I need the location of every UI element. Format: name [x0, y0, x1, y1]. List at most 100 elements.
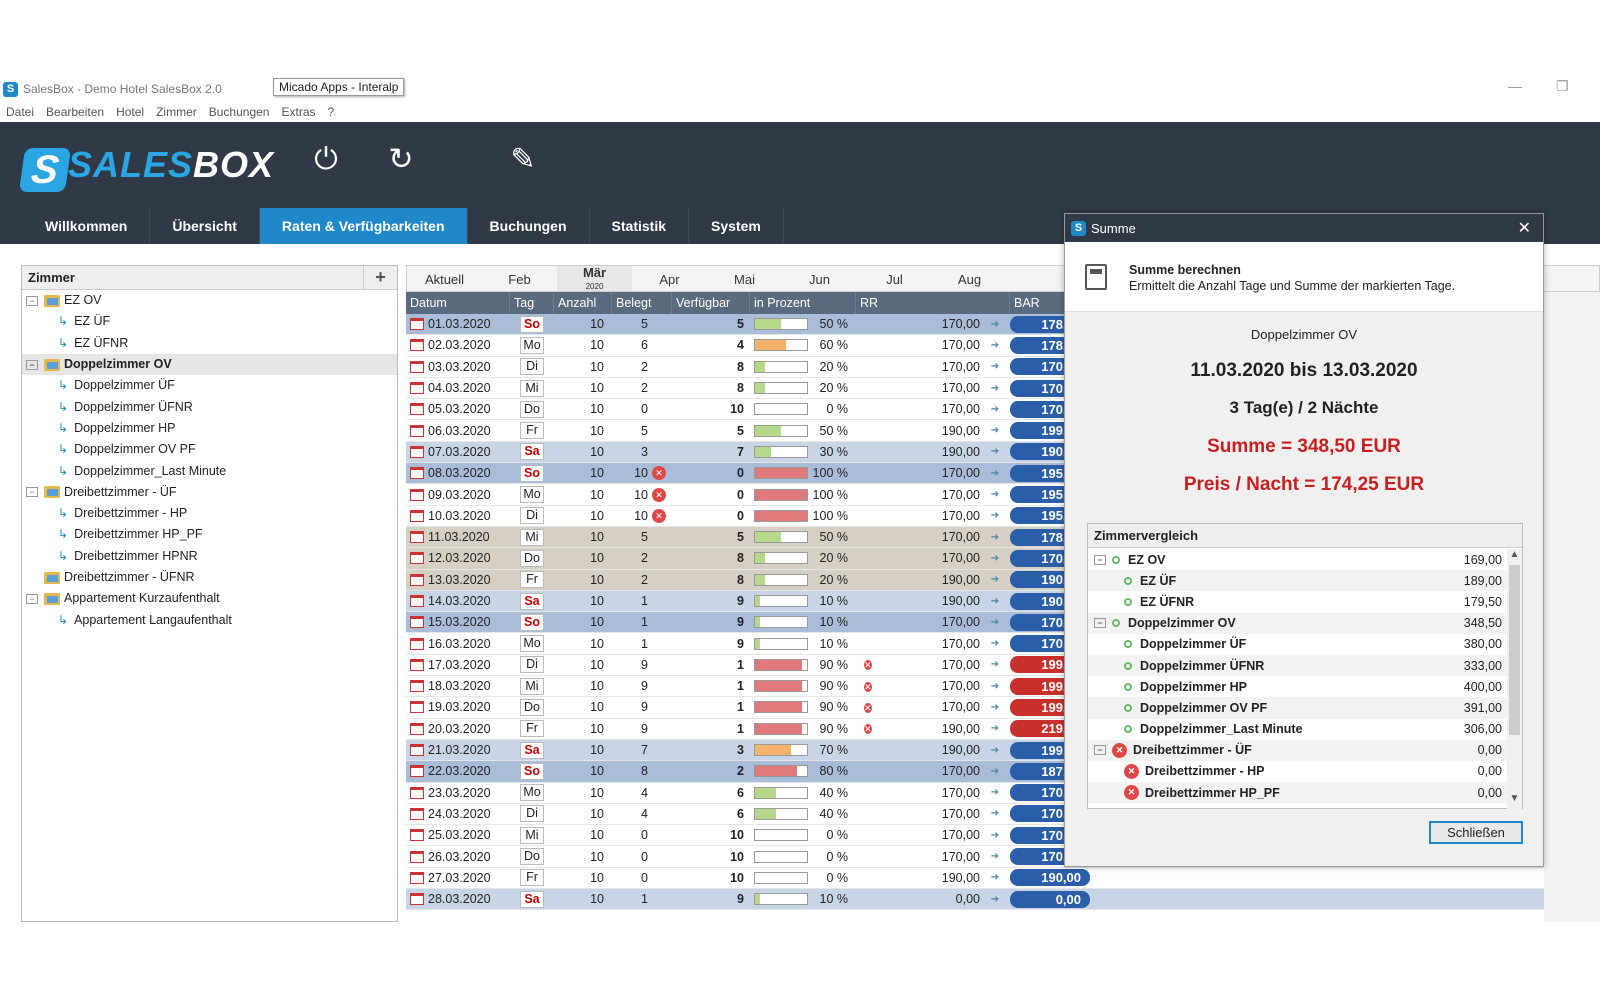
table-row[interactable]: 28.03.2020 Sa 10 1 9 10 % 0,00 ➔ 0,00: [406, 889, 1600, 911]
available-cell[interactable]: 9: [737, 892, 744, 907]
comparison-row[interactable]: Doppelzimmer_Last Minute 306,00: [1088, 719, 1508, 740]
table-row[interactable]: 20.03.2020 Fr 10 9 1 90 % ✕ 190,00 ➔ 219,00: [406, 719, 1600, 740]
tree-item[interactable]: ↳ Doppelzimmer OV PF: [22, 439, 397, 460]
nav-tab[interactable]: System: [689, 208, 784, 244]
available-cell[interactable]: 9: [737, 615, 744, 630]
available-cell[interactable]: 1: [737, 721, 744, 736]
tree-item[interactable]: − Dreibettzimmer - ÜF: [22, 482, 397, 503]
table-row[interactable]: 05.03.2020 Do 10 0 10 0 % 170,00 ➔ 170,00: [406, 399, 1600, 421]
tree-item[interactable]: ↳ Appartement Langaufenthalt: [22, 609, 397, 630]
restriction-cell[interactable]: ✕: [856, 700, 940, 715]
comparison-row[interactable]: ✕ Dreibettzimmer - HP 0,00: [1088, 761, 1508, 782]
menu-item[interactable]: Buchungen: [208, 105, 270, 119]
table-row[interactable]: 23.03.2020 Mo 10 4 6 40 % 170,00 ➔ 170,00: [406, 783, 1600, 804]
tree-item[interactable]: − Doppelzimmer OV: [22, 353, 397, 376]
bar-price-cell[interactable]: 190,00: [1010, 869, 1092, 887]
month-tab[interactable]: Mai: [707, 266, 782, 291]
available-cell[interactable]: 1: [737, 700, 744, 715]
available-cell[interactable]: 5: [737, 530, 744, 545]
comparison-row[interactable]: EZ ÜF 189,00: [1088, 570, 1508, 592]
close-button[interactable]: Schließen: [1429, 821, 1523, 844]
rr-price-cell[interactable]: 190,00: [941, 444, 980, 459]
rr-price-cell[interactable]: 170,00: [941, 657, 980, 672]
column-header[interactable]: Anzahl: [554, 292, 612, 314]
rr-price-cell[interactable]: 170,00: [941, 828, 980, 843]
rr-price-cell[interactable]: 170,00: [941, 530, 980, 545]
available-cell[interactable]: 10: [730, 828, 744, 843]
tree-item[interactable]: ↳ EZ ÜF: [22, 311, 397, 332]
comparison-scrollbar[interactable]: ▲ ▼: [1507, 549, 1522, 809]
menu-item[interactable]: ?: [327, 105, 335, 119]
tree-toggle-icon[interactable]: −: [26, 295, 38, 306]
comparison-row[interactable]: Doppelzimmer ÜFNR 333,00: [1088, 654, 1508, 677]
tree-item[interactable]: ↳ Dreibettzimmer - HP: [22, 503, 397, 524]
menu-item[interactable]: Extras: [281, 105, 316, 119]
available-cell[interactable]: 7: [737, 444, 744, 459]
rr-price-cell[interactable]: 170,00: [941, 317, 980, 332]
tree-item[interactable]: Dreibettzimmer - ÜFNR: [22, 567, 397, 588]
nav-tab[interactable]: Willkommen: [0, 208, 151, 244]
rr-price-cell[interactable]: 170,00: [941, 466, 980, 481]
rr-price-cell[interactable]: 170,00: [941, 615, 980, 630]
month-tab[interactable]: Apr: [632, 266, 707, 291]
month-tab[interactable]: Feb: [482, 266, 557, 291]
rr-price-cell[interactable]: 170,00: [941, 700, 980, 715]
available-cell[interactable]: 9: [737, 594, 744, 608]
tree-toggle-icon[interactable]: −: [1094, 745, 1106, 756]
available-cell[interactable]: 9: [737, 636, 744, 651]
available-cell[interactable]: 8: [737, 359, 744, 374]
maximize-button[interactable]: ❐: [1556, 78, 1569, 94]
rr-price-cell[interactable]: 190,00: [941, 572, 980, 587]
month-tab[interactable]: Aug: [932, 266, 1007, 291]
restriction-cell[interactable]: ✕: [856, 679, 940, 694]
available-cell[interactable]: 8: [737, 551, 744, 566]
available-cell[interactable]: 10: [730, 849, 744, 864]
rr-price-cell[interactable]: 190,00: [941, 743, 980, 758]
refresh-icon[interactable]: ↻: [388, 143, 414, 176]
rr-price-cell[interactable]: 0,00: [955, 892, 980, 907]
rr-price-cell[interactable]: 170,00: [941, 806, 980, 821]
month-tab[interactable]: Jun: [782, 266, 857, 291]
tree-item[interactable]: − EZ OV: [22, 290, 397, 311]
tree-toggle-icon[interactable]: −: [26, 593, 38, 604]
comparison-row[interactable]: Doppelzimmer HP 400,00: [1088, 676, 1508, 697]
column-header[interactable]: Tag: [510, 292, 554, 314]
tree-item[interactable]: ↳ Doppelzimmer HP: [22, 418, 397, 439]
power-icon[interactable]: ⏻: [314, 143, 338, 176]
available-cell[interactable]: 8: [737, 572, 744, 587]
minimize-button[interactable]: —: [1508, 78, 1522, 94]
available-cell[interactable]: 10: [730, 402, 744, 417]
available-cell[interactable]: 1: [737, 657, 744, 672]
available-cell[interactable]: 5: [737, 317, 744, 332]
available-cell[interactable]: 2: [737, 764, 744, 779]
available-cell[interactable]: 4: [737, 338, 744, 353]
month-tab[interactable]: Mär 2020: [557, 266, 632, 291]
available-cell[interactable]: 6: [737, 785, 744, 800]
comparison-row[interactable]: ✕ Dreibettzimmer HP_PF 0,00: [1088, 782, 1508, 804]
nav-tab[interactable]: Raten & Verfügbarkeiten: [259, 208, 468, 244]
comparison-row[interactable]: − ✕ Dreibettzimmer - ÜF 0,00: [1088, 739, 1508, 761]
comparison-row[interactable]: EZ ÜFNR 179,50: [1088, 591, 1508, 612]
tree-item[interactable]: ↳ Doppelzimmer ÜF: [22, 375, 397, 396]
edit-document-icon[interactable]: ✎: [510, 143, 536, 176]
table-row[interactable]: 27.03.2020 Fr 10 0 10 0 % 190,00 ➔ 190,00: [406, 868, 1600, 890]
tree-toggle-icon[interactable]: −: [1094, 554, 1106, 565]
tree-item[interactable]: ↳ Doppelzimmer ÜFNR: [22, 396, 397, 417]
table-row[interactable]: 09.03.2020 Mo 10 10 ✕ 0 100 % 170,00 ➔ 195,50: [406, 484, 1600, 506]
available-cell[interactable]: 0: [737, 508, 744, 523]
nav-tab[interactable]: Statistik: [590, 208, 689, 244]
nav-tab[interactable]: Übersicht: [150, 208, 260, 244]
add-room-button[interactable]: +: [363, 265, 397, 290]
tree-item[interactable]: ↳ Doppelzimmer_Last Minute: [22, 460, 397, 481]
bar-price-pill[interactable]: 0,00: [1010, 890, 1090, 908]
column-header[interactable]: in Prozent: [750, 292, 856, 314]
comparison-row[interactable]: Doppelzimmer OV PF 391,00: [1088, 697, 1508, 719]
available-cell[interactable]: 6: [737, 806, 744, 821]
tree-toggle-icon[interactable]: −: [1094, 618, 1106, 629]
menu-item[interactable]: Zimmer: [156, 105, 197, 119]
rr-price-cell[interactable]: 190,00: [941, 423, 980, 438]
rr-price-cell[interactable]: 170,00: [941, 551, 980, 566]
scroll-up-icon[interactable]: ▲: [1509, 549, 1520, 560]
rr-price-cell[interactable]: 170,00: [941, 359, 980, 374]
tree-toggle-icon[interactable]: −: [26, 359, 38, 370]
